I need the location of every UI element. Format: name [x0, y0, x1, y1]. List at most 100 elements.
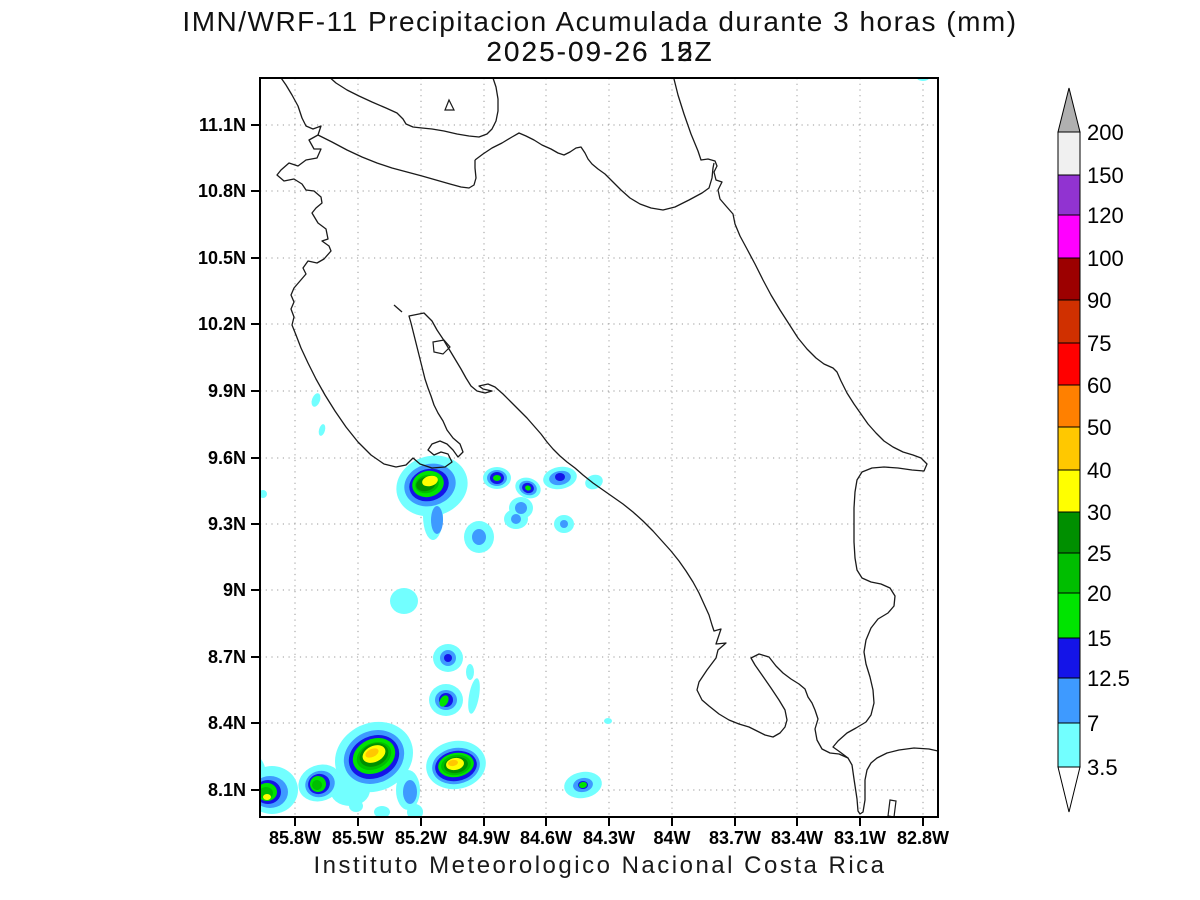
precip-cell-3.5mm — [318, 424, 326, 436]
precip-cell-7mm — [515, 502, 527, 514]
lat-tick-label: 10.2N — [198, 314, 246, 334]
lon-tick-label: 82.8W — [897, 828, 949, 848]
coastline-path — [317, 134, 477, 189]
lat-tick-label: 8.7N — [208, 647, 246, 667]
coastline-path — [329, 78, 499, 138]
island-outline — [887, 799, 897, 817]
colorbar-box — [1057, 722, 1081, 768]
precip-cell-15mm — [525, 485, 531, 491]
colorbar-box — [1057, 677, 1081, 724]
coastline-path — [276, 78, 938, 815]
plot-border — [259, 77, 939, 818]
figure-datetime-overprint-a: 2025-09-26 15Z — [486, 36, 714, 67]
lat-tick-label: 9.6N — [208, 448, 246, 468]
lat-tick-label: 9.3N — [208, 514, 246, 534]
coastline-path — [474, 132, 715, 211]
colorbar-box — [1057, 257, 1081, 301]
colorbar-label: 7 — [1087, 711, 1099, 736]
footer-attribution: Instituto Meteorologico Nacional Costa R… — [313, 852, 887, 879]
precip-cell-3.5mm — [466, 664, 474, 680]
coastline-path — [673, 78, 928, 759]
colorbar-arrow-top — [1057, 87, 1081, 133]
lat-tick-label: 10.5N — [198, 248, 246, 268]
precip-cell-12.5mm — [555, 473, 565, 481]
colorbar-label: 30 — [1087, 500, 1111, 525]
colorbar-box — [1057, 552, 1081, 594]
colorbar-box — [1057, 592, 1081, 639]
colorbar-label: 40 — [1087, 458, 1111, 483]
precip-cell-12.5mm — [444, 654, 452, 662]
colorbar-label: 150 — [1087, 163, 1124, 188]
colorbar-label: 200 — [1087, 120, 1124, 145]
precip-cell-40mm — [365, 748, 379, 758]
precip-cell-30mm — [263, 794, 271, 800]
precip-cell-30mm — [422, 475, 438, 487]
colorbar-label: 50 — [1087, 415, 1111, 440]
lon-tick-label: 84.3W — [583, 828, 635, 848]
colorbar-label: 100 — [1087, 246, 1124, 271]
lon-tick-label: 84W — [653, 828, 690, 848]
colorbar-label: 120 — [1087, 203, 1124, 228]
island-outline — [432, 339, 451, 355]
colorbar-label: 90 — [1087, 288, 1111, 313]
colorbar-box — [1057, 511, 1081, 554]
colorbar-box — [1057, 637, 1081, 679]
colorbar-box — [1057, 469, 1081, 513]
lon-tick-label: 84.6W — [520, 828, 572, 848]
colorbar-label: 75 — [1087, 331, 1111, 356]
lon-tick-label: 83.1W — [834, 828, 886, 848]
precip-cell-7mm — [511, 514, 521, 524]
lat-tick-label: 8.4N — [208, 713, 246, 733]
lat-tick-label: 8.1N — [208, 780, 246, 800]
precip-cell-20mm — [312, 780, 322, 790]
colorbar-label: 60 — [1087, 373, 1111, 398]
lat-tick-label: 10.8N — [198, 181, 246, 201]
colorbar-label: 25 — [1087, 541, 1111, 566]
colorbar-box — [1057, 174, 1081, 216]
precip-cell-7mm — [403, 780, 417, 804]
colorbar-arrow-bottom — [1057, 766, 1081, 813]
lon-tick-label: 85.8W — [269, 828, 321, 848]
precip-cell-3.5mm — [390, 588, 418, 614]
precip-cell-15mm — [493, 475, 501, 481]
precip-cell-15mm — [579, 781, 587, 789]
lon-tick-label: 85.5W — [332, 828, 384, 848]
precip-cell-3.5mm — [407, 804, 423, 817]
lon-tick-label: 84.9W — [458, 828, 510, 848]
colorbar-box — [1057, 342, 1081, 386]
colorbar-label: 3.5 — [1087, 755, 1118, 780]
figure-title: IMN/WRF-11 Precipitacion Acumulada duran… — [182, 6, 1018, 37]
precip-cell-3.5mm — [311, 393, 321, 407]
precip-cell-15mm — [439, 695, 449, 707]
precip-cell-7mm — [560, 520, 568, 528]
colorbar-label: 15 — [1087, 626, 1111, 651]
precip-cell-3.5mm — [260, 490, 267, 498]
lon-tick-label: 83.7W — [709, 828, 761, 848]
precip-cell-7mm — [472, 529, 486, 545]
precip-cell-40mm — [448, 759, 458, 767]
coastline-layer — [276, 78, 938, 817]
lon-tick-label: 83.4W — [771, 828, 823, 848]
lat-tick-label: 9N — [223, 580, 246, 600]
island-outline — [444, 98, 455, 111]
precip-cell-3.5mm — [349, 800, 363, 812]
precip-layer — [260, 78, 929, 817]
colorbar-label: 20 — [1087, 581, 1111, 606]
colorbar-label: 12.5 — [1087, 666, 1130, 691]
colorbar-box — [1057, 131, 1081, 176]
lat-tick-label: 11.1N — [199, 115, 246, 135]
colorbar-box — [1057, 214, 1081, 259]
precip-cell-7mm — [431, 506, 443, 534]
precip-cell-3.5mm — [585, 474, 603, 490]
colorbar-box — [1057, 426, 1081, 471]
lat-tick-label: 9.9N — [208, 381, 246, 401]
colorbar-box — [1057, 299, 1081, 344]
colorbar-box — [1057, 384, 1081, 428]
figure-datetime-overprint-b: 2025-09-26 12Z — [486, 36, 714, 67]
precip-cell-3.5mm — [604, 718, 612, 724]
precip-cell-3.5mm — [468, 678, 480, 714]
coastline-path — [393, 304, 403, 313]
lon-tick-label: 85.2W — [395, 828, 447, 848]
